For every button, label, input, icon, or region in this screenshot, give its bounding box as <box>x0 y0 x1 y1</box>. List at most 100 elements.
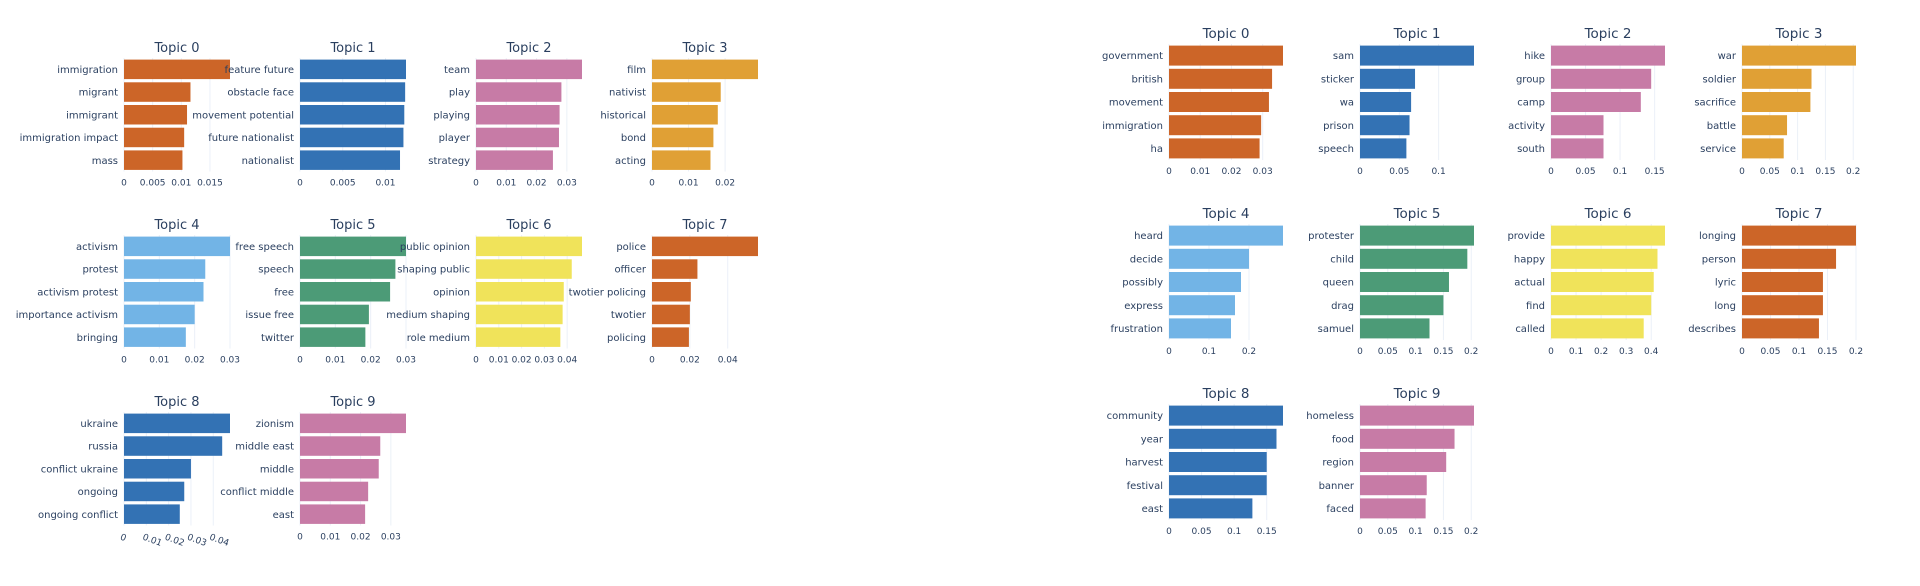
word-label: region <box>1322 458 1354 469</box>
word-label: faced <box>1326 504 1354 515</box>
tick-label: 0.1 <box>1202 347 1216 357</box>
bar <box>1742 248 1837 269</box>
tick-label: 0 <box>473 356 479 366</box>
subplot-title: Topic 1 <box>1393 26 1441 42</box>
bar <box>476 82 562 102</box>
tick-label: 0.1 <box>1408 347 1422 357</box>
bar <box>476 105 560 125</box>
bar <box>1360 92 1412 112</box>
bar <box>476 59 582 80</box>
subplot-title: Topic 6 <box>505 218 551 233</box>
bar <box>1169 498 1253 519</box>
tick-label: 0.04 <box>208 533 231 549</box>
word-label: opinion <box>433 287 470 298</box>
tick-label: 0.02 <box>1221 167 1241 177</box>
chart-panel-right: Topic 0 government british movement immigrat… <box>1102 26 1863 537</box>
tick-label: 0.1 <box>1227 527 1241 537</box>
word-label: officer <box>614 265 646 276</box>
bar <box>1169 318 1231 339</box>
bar <box>124 327 186 347</box>
subplot-title: Topic 6 <box>1584 206 1632 222</box>
word-label: protest <box>82 265 118 276</box>
tick-label: 0.01 <box>489 356 509 366</box>
bar <box>124 259 206 279</box>
tick-label: 0.03 <box>534 356 554 366</box>
word-label: express <box>1124 301 1163 312</box>
word-label: bringing <box>77 333 118 344</box>
word-label: twotier policing <box>569 287 646 298</box>
bar <box>1742 295 1823 316</box>
tick-label: 0.1 <box>1431 167 1445 177</box>
tick-label: 0 <box>1739 167 1745 177</box>
word-label: immigration impact <box>20 133 118 144</box>
word-label: year <box>1141 434 1164 445</box>
tick-label: 0.04 <box>557 356 577 366</box>
word-label: harvest <box>1125 458 1163 469</box>
tick-label: 0.03 <box>220 356 240 366</box>
word-label: bond <box>621 133 646 144</box>
word-label: russia <box>88 442 118 453</box>
bar <box>1742 138 1784 159</box>
word-label: activism protest <box>37 287 118 298</box>
bar <box>300 82 406 102</box>
subplot-title: Topic 2 <box>1584 26 1632 42</box>
subplot-title: Topic 5 <box>1393 206 1441 222</box>
word-label: nativist <box>609 88 646 99</box>
word-label: twotier <box>611 310 647 321</box>
word-label: find <box>1526 301 1545 312</box>
word-label: sam <box>1333 51 1354 62</box>
subplot-topic-1: Topic 1 sam sticker wa prison speech 0 0.05 0.1 <box>1318 26 1474 177</box>
tick-label: 0.15 <box>1645 167 1665 177</box>
bar <box>1551 318 1644 339</box>
bar <box>1169 45 1283 66</box>
bar <box>1360 248 1468 269</box>
word-label: public opinion <box>400 242 470 253</box>
bar <box>476 236 582 257</box>
tick-label: 0 <box>1739 347 1745 357</box>
subplot-topic-1: Topic 1 feature future obstacle face moveme… <box>192 41 406 189</box>
tick-label: 0.2 <box>1849 347 1863 357</box>
tick-label: 0 <box>1357 527 1363 537</box>
bar <box>652 127 714 148</box>
word-label: policing <box>607 333 646 344</box>
tick-label: 0.05 <box>1378 347 1398 357</box>
tick-label: 0 <box>121 356 127 366</box>
bar <box>1551 45 1665 66</box>
bar <box>1360 428 1455 449</box>
subplot-topic-5: Topic 5 free speech speech free issue free tw… <box>235 218 416 366</box>
bar <box>1360 115 1410 136</box>
subplot-topic-8: Topic 8 ukraine russia conflict ukraine ongo… <box>38 395 230 549</box>
word-label: group <box>1516 74 1545 85</box>
word-label: film <box>627 65 646 76</box>
word-label: hike <box>1524 51 1545 62</box>
word-label: police <box>616 242 646 253</box>
tick-label: 0.01 <box>325 356 345 366</box>
bar <box>1360 225 1474 246</box>
bar <box>1742 115 1788 136</box>
word-label: obstacle face <box>227 88 294 99</box>
word-label: war <box>1718 51 1737 62</box>
tick-label: 0.2 <box>1846 167 1860 177</box>
subplot-title: Topic 0 <box>153 41 199 56</box>
subplot-title: Topic 8 <box>153 395 199 410</box>
bar <box>1360 295 1444 316</box>
tick-label: 0.03 <box>381 533 401 543</box>
bar <box>124 236 230 257</box>
word-label: movement potential <box>192 110 294 121</box>
bar <box>300 259 396 279</box>
tick-label: 0.4 <box>1644 347 1659 357</box>
bar <box>1169 248 1249 269</box>
word-label: camp <box>1517 98 1545 109</box>
word-label: middle east <box>235 442 294 453</box>
tick-label: 0.1 <box>1790 167 1804 177</box>
tick-label: 0.005 <box>140 179 166 189</box>
bar <box>1360 498 1426 519</box>
word-label: festival <box>1127 481 1163 492</box>
chart-panel-left: Topic 0 immigration migrant immigrant immigr… <box>16 41 758 549</box>
tick-label: 0 <box>297 356 303 366</box>
bar <box>1169 138 1260 159</box>
subplot-title: Topic 8 <box>1202 386 1250 402</box>
bar <box>1742 45 1856 66</box>
word-label: conflict middle <box>220 487 294 498</box>
subplot-title: Topic 2 <box>505 41 551 56</box>
